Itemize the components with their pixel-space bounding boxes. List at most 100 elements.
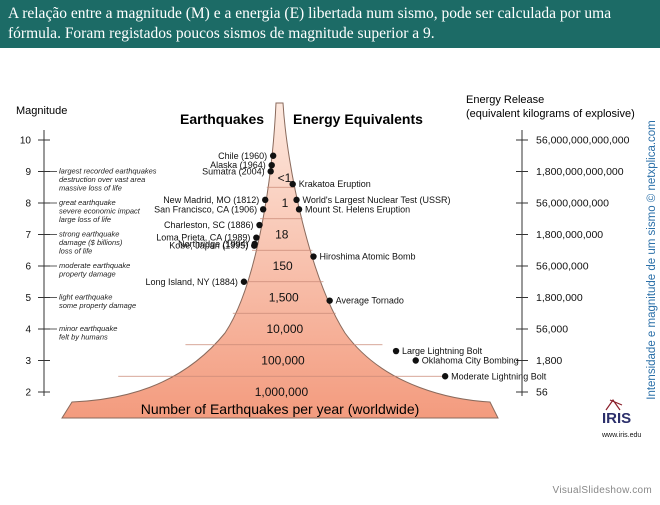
- earthquake-marker-label: Alaska (1964): [210, 160, 266, 170]
- energy-event-label: Large Lightning Bolt: [402, 346, 483, 356]
- energy-event-dot: [289, 180, 296, 188]
- yearly-counts: <1 1 18 150 1,500 10,000 100,000 1,000,000: [255, 171, 309, 399]
- magnitude-description-line: minor earthquake: [59, 324, 117, 333]
- earthquake-marker-label: Loma Prieta, CA (1989): [156, 233, 250, 243]
- energy-tick-label: 1,800,000,000,000: [536, 166, 624, 178]
- magnitude-tick-label: 10: [20, 136, 32, 147]
- yearly-count-label: 18: [275, 228, 289, 242]
- energy-tick-label: 1,800,000: [536, 292, 583, 304]
- earthquake-marker-dot: [251, 240, 258, 248]
- title-earthquakes: Earthquakes: [180, 111, 264, 127]
- magnitude-description-line: loss of life: [59, 247, 92, 256]
- energy-event-label: Moderate Lightning Bolt: [451, 371, 547, 381]
- earthquake-marker-dot: [267, 168, 274, 175]
- energy-tick-label: 56,000,000,000: [536, 198, 609, 210]
- energy-event-label: Oklahoma City Bombing: [422, 356, 519, 366]
- yearly-count-label: 10,000: [266, 322, 303, 336]
- magnitude-description-line: moderate earthquake: [59, 261, 130, 270]
- magnitude-tick-label: 2: [25, 388, 31, 399]
- figure-canvas: Magnitude Energy Release (equivalent kil…: [16, 94, 658, 439]
- caption-text: A relação entre a magnitude (M) e a ener…: [8, 5, 612, 42]
- energy-event-label: Krakatoa Eruption: [299, 179, 371, 189]
- earthquake-marker-label: Charleston, SC (1886): [164, 220, 254, 230]
- magnitude-heading: Magnitude: [16, 105, 67, 117]
- energy-event-markers: Krakatoa Eruption World's Largest Nuclear…: [289, 179, 547, 381]
- energy-event-label: Hiroshima Atomic Bomb: [319, 252, 415, 262]
- energy-heading-line1: Energy Release: [466, 94, 544, 106]
- magnitude-description-line: largest recorded earthquakes: [59, 167, 157, 176]
- magnitude-ticks: 10 9 8 7 6 5 4 3 2: [20, 136, 50, 399]
- yearly-count-label: 100,000: [261, 354, 305, 368]
- yearly-count-label: 1: [282, 196, 289, 210]
- magnitude-tick-label: 9: [25, 167, 31, 178]
- iris-logo: IRIS www.iris.edu: [601, 398, 641, 439]
- energy-ticks: 56,000,000,000,000 1,800,000,000,000 56,00…: [516, 135, 630, 399]
- magnitude-description-line: strong earthquake: [59, 230, 119, 239]
- energy-event-label: Mount St. Helens Eruption: [305, 204, 410, 214]
- energy-event-dot: [295, 206, 303, 213]
- earthquake-marker-label: Chile (1960): [218, 151, 267, 161]
- energy-tick-label: 56,000: [536, 324, 568, 336]
- energy-event-dot: [310, 253, 317, 260]
- iris-logo-mark: [605, 398, 623, 411]
- yearly-count-label: 1,000,000: [255, 385, 309, 399]
- magnitude-description-line: large loss of life: [59, 215, 111, 224]
- earthquake-marker-dot: [253, 234, 260, 241]
- earthquake-marker-label: San Francisco, CA (1906): [154, 204, 257, 214]
- magnitude-description-line: felt by humans: [59, 333, 108, 342]
- earthquake-markers: Chile (1960)Alaska (1964)Sumatra (2004) N…: [146, 151, 277, 287]
- magnitude-tick-label: 4: [25, 325, 31, 336]
- caption-banner: A relação entre a magnitude (M) e a ener…: [0, 0, 660, 48]
- magnitude-description-line: light earthquake: [59, 293, 112, 302]
- earthquake-marker-dot: [240, 278, 248, 285]
- earthquake-marker-dot: [262, 196, 269, 204]
- iris-logo-url: www.iris.edu: [601, 432, 641, 439]
- yearly-count-label: 150: [273, 259, 293, 273]
- earthquake-funnel: [61, 102, 499, 419]
- magnitude-description-line: massive loss of life: [59, 184, 122, 193]
- energy-tick-label: 56,000,000,000,000: [536, 135, 630, 147]
- magnitude-descriptions: largest recorded earthquakesdestruction …: [50, 167, 157, 342]
- magnitude-description-line: severe economic impact: [59, 207, 141, 216]
- energy-heading-line2: (equivalent kilograms of explosive): [466, 108, 635, 120]
- energy-event-dot: [392, 347, 400, 355]
- magnitude-tick-label: 5: [25, 293, 31, 304]
- magnitude-tick-label: 6: [25, 262, 31, 273]
- energy-event-dot: [441, 373, 449, 380]
- earthquake-marker-dot: [256, 221, 263, 229]
- earthquake-marker-label: Long Island, NY (1884): [146, 277, 238, 287]
- energy-tick-label: 1,800,000,000: [536, 229, 603, 241]
- yearly-count-label: <1: [278, 171, 292, 185]
- vertical-credit: Intensidade e magnitude de um sismo © ne…: [646, 120, 658, 400]
- energy-tick-label: 56,000,000: [536, 261, 589, 273]
- magnitude-description-line: great earthquake: [59, 198, 116, 207]
- magnitude-description-line: damage ($ billions): [59, 238, 123, 247]
- earthquake-marker-dot: [259, 206, 267, 213]
- magnitude-description-line: destruction over vast area: [59, 175, 145, 184]
- magnitude-description-line: some property damage: [59, 301, 136, 310]
- earthquake-energy-figure: Magnitude Energy Release (equivalent kil…: [0, 48, 660, 500]
- earthquake-marker-label: Northridge (1994): [178, 239, 249, 249]
- magnitude-tick-label: 7: [25, 230, 31, 241]
- energy-event-dot: [293, 196, 300, 204]
- magnitude-tick-label: 8: [25, 199, 31, 210]
- energy-tick-label: 1,800: [536, 355, 562, 367]
- energy-event-label: World's Largest Nuclear Test (USSR): [303, 195, 451, 205]
- energy-event-dot: [326, 297, 333, 304]
- energy-event-dot: [412, 357, 419, 364]
- earthquake-marker-label: Kobe, Japan (1995): [169, 241, 248, 251]
- energy-event-label: Average Tornado: [336, 296, 404, 306]
- earthquake-marker-label: Sumatra (2004): [202, 166, 265, 176]
- earthquake-marker-label: New Madrid, MO (1812): [163, 195, 259, 205]
- earthquake-marker-dot: [268, 162, 275, 169]
- magnitude-description-line: property damage: [58, 270, 116, 279]
- earthquake-marker-dot: [269, 152, 277, 159]
- title-energy-equivalents: Energy Equivalents: [293, 111, 423, 127]
- magnitude-tick-label: 3: [25, 356, 31, 367]
- yearly-count-label: 1,500: [269, 291, 299, 305]
- energy-tick-label: 56: [536, 387, 548, 399]
- footer-watermark: VisualSlideshow.com: [552, 485, 652, 496]
- magnitude-bands: [118, 186, 447, 377]
- bottom-label: Number of Earthquakes per year (worldwid…: [141, 401, 420, 417]
- iris-logo-text: IRIS: [602, 410, 631, 427]
